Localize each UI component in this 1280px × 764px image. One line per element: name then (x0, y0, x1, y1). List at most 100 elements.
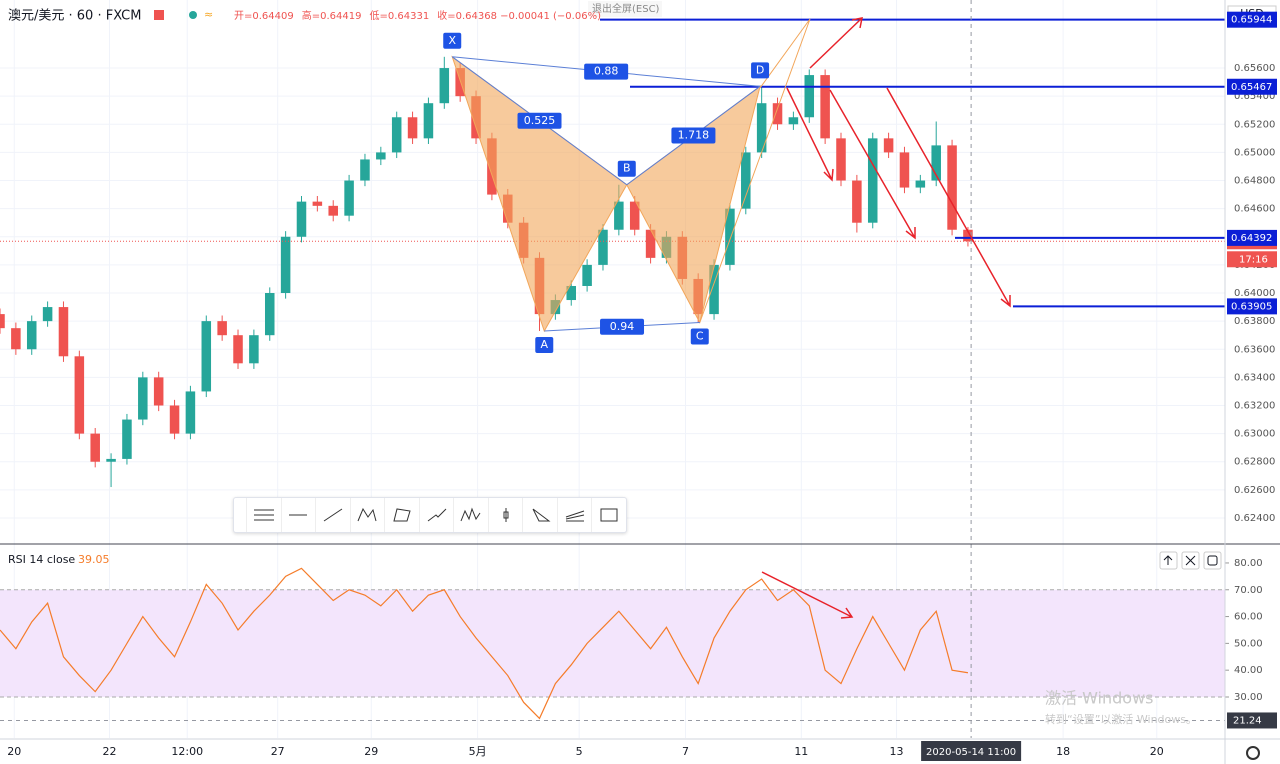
rsi-tick-label: 30.00 (1234, 692, 1263, 703)
tool[interactable] (522, 498, 557, 532)
x-tick-label: 20 (7, 745, 21, 758)
y-tick-label: 0.63400 (1234, 372, 1275, 383)
tool[interactable] (384, 498, 419, 532)
ratio-box (600, 318, 645, 335)
y-tick-label: 0.63200 (1234, 400, 1275, 411)
candle-body (629, 201, 640, 230)
point-label: C (696, 330, 704, 343)
candle-body (931, 145, 941, 181)
x-tick-label: 20 (1150, 745, 1164, 758)
tool-icon (357, 507, 377, 522)
point-box (535, 336, 554, 353)
level-box (1227, 229, 1277, 246)
level-label: 0.65467 (1231, 82, 1272, 93)
exit-fullscreen-box[interactable] (588, 1, 662, 17)
pane-buttons (1159, 551, 1222, 570)
candle-body (756, 103, 767, 153)
candle-body (138, 377, 148, 420)
candle-body (249, 335, 259, 364)
x-tick-label: 5月 (469, 745, 487, 758)
tool[interactable] (487, 498, 523, 532)
ohlc-text: 低=0.64331 (369, 9, 429, 22)
candle-body (217, 321, 227, 336)
tool-icon (503, 508, 509, 522)
y-tick-label: 0.64600 (1234, 204, 1275, 215)
candle-body (963, 229, 973, 242)
ratio-label: 0.94 (610, 320, 635, 333)
candle-body (122, 419, 132, 459)
candle-body (42, 307, 53, 322)
candle-body (709, 264, 719, 315)
point-label: X (448, 34, 456, 47)
point-box (617, 160, 636, 177)
candle-body (741, 152, 751, 209)
tool-icon (393, 508, 411, 522)
candle-body (153, 377, 164, 406)
close-button[interactable] (1181, 551, 1200, 570)
point-box (751, 62, 770, 79)
candle-body (614, 201, 624, 230)
x-tick-label: 27 (271, 745, 285, 758)
candle-body (883, 138, 894, 153)
candle-body (106, 458, 116, 462)
level-box (1227, 298, 1277, 315)
tool-icon (323, 508, 343, 522)
x-tick-label: 13 (890, 745, 904, 758)
candle-body (423, 103, 434, 139)
point-label: D (756, 63, 764, 76)
candle-body (772, 103, 783, 125)
candle-body (391, 117, 402, 153)
pattern-extension (699, 18, 811, 323)
point-label: B (623, 162, 631, 175)
ohlc-text: 收=0.64368 −0.00041 (−0.06%) (437, 9, 601, 22)
candle-body (328, 205, 338, 216)
ohlc-text: 高=0.64419 (302, 9, 362, 22)
candle-body (26, 321, 37, 350)
settings-icon[interactable] (1246, 746, 1260, 760)
candle-body (11, 328, 21, 350)
x-tick-label: 7 (682, 745, 689, 758)
rsi-band (0, 589, 1225, 697)
rsi-line (0, 567, 969, 720)
crosshair-time-box (921, 741, 1022, 761)
tool[interactable] (315, 498, 350, 532)
candle-body (836, 138, 846, 181)
candle-body (582, 264, 592, 286)
y-tick-label: 0.62600 (1234, 485, 1275, 496)
candle-body (566, 285, 577, 301)
tool[interactable] (453, 498, 488, 532)
y-tick-label: 0.65400 (1234, 91, 1275, 102)
tool[interactable] (418, 498, 454, 532)
maximize-button[interactable] (1203, 551, 1222, 570)
up-button[interactable] (1159, 551, 1178, 570)
wave-icon: ≈ (204, 8, 213, 21)
x-tick-label: 29 (364, 745, 378, 758)
candle-body (455, 68, 465, 97)
flag-icon[interactable] (154, 10, 164, 20)
candle-body (344, 180, 354, 216)
y-tick-label: 0.65000 (1234, 147, 1275, 158)
x-tick-label: 5 (576, 745, 583, 758)
candle-body (645, 229, 656, 258)
countdown-box (1227, 251, 1277, 268)
x-tick-label: 18 (1056, 745, 1070, 758)
candle-body (74, 356, 85, 434)
tool[interactable] (280, 498, 316, 532)
point-box (443, 32, 462, 49)
tool[interactable] (246, 498, 281, 532)
candle-body (407, 117, 418, 139)
candle-body (312, 201, 323, 206)
exit-fullscreen[interactable]: 退出全屏(ESC) (592, 2, 660, 15)
tool[interactable] (591, 498, 626, 532)
rsi-tick-label: 60.00 (1234, 612, 1263, 623)
drawing-toolbar (233, 497, 627, 533)
tool[interactable] (349, 498, 385, 532)
rsi-tick-label: 40.00 (1234, 665, 1263, 676)
symbol-title: 澳元/美元 · 60 · FXCM (8, 8, 141, 24)
tool[interactable] (556, 498, 592, 532)
point-label: A (541, 338, 549, 351)
candle-body (852, 180, 862, 223)
ratio-label: 1.718 (678, 129, 710, 142)
tool-icon (460, 507, 481, 522)
